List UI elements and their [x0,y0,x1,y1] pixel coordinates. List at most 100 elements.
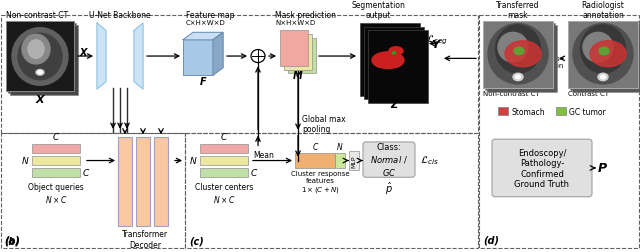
Ellipse shape [36,70,44,76]
Ellipse shape [583,33,613,63]
FancyBboxPatch shape [288,39,316,74]
Text: Y: Y [431,39,439,49]
Text: N: N [337,143,343,152]
Text: N: N [189,156,196,165]
Text: C: C [312,143,317,152]
FancyBboxPatch shape [200,168,248,178]
Text: C: C [221,133,227,141]
Text: C: C [251,168,257,177]
Text: (c): (c) [189,236,204,246]
Ellipse shape [590,42,626,68]
Ellipse shape [580,26,625,74]
Text: Transformer
Decoder: Transformer Decoder [122,229,168,249]
Polygon shape [183,33,223,41]
FancyBboxPatch shape [570,24,640,90]
Text: Global max
pooling: Global max pooling [302,115,346,134]
Text: (a): (a) [4,234,20,244]
Text: Cluster centers
$N\times C$: Cluster centers $N\times C$ [195,182,253,204]
Ellipse shape [392,53,396,54]
Ellipse shape [600,76,605,79]
FancyBboxPatch shape [284,35,312,70]
FancyBboxPatch shape [32,168,80,178]
Ellipse shape [515,76,520,79]
Ellipse shape [514,48,524,55]
Ellipse shape [513,74,523,81]
Ellipse shape [488,24,548,85]
Text: $\mathcal{L}_{cls}$: $\mathcal{L}_{cls}$ [420,154,439,166]
FancyBboxPatch shape [568,22,638,89]
Ellipse shape [498,33,528,63]
Text: Non-contrast CT: Non-contrast CT [6,11,68,20]
Text: Class:
$\it{Normal}$ /
$\it{GC}$: Class: $\it{Normal}$ / $\it{GC}$ [370,143,408,177]
FancyBboxPatch shape [32,144,80,153]
Text: Object queries
$N\times C$: Object queries $N\times C$ [28,182,84,204]
Ellipse shape [28,41,44,59]
Text: MLP: MLP [351,155,356,167]
Text: Regis-
tration: Regis- tration [541,55,564,68]
Text: U-Net Backbone: U-Net Backbone [89,11,151,20]
Polygon shape [213,33,223,76]
Ellipse shape [22,35,50,65]
Text: Contrast CT: Contrast CT [568,90,609,97]
Bar [498,107,508,116]
Ellipse shape [18,34,62,80]
FancyBboxPatch shape [136,138,150,226]
FancyBboxPatch shape [32,156,80,166]
FancyBboxPatch shape [154,138,168,226]
Text: Segmentation
output: Segmentation output [351,1,405,20]
Text: Radiologist
annotation: Radiologist annotation [582,1,625,20]
FancyBboxPatch shape [368,32,428,104]
Text: Stomach: Stomach [511,107,545,116]
Text: C: C [83,168,89,177]
Bar [556,107,566,116]
Text: Non-contrast CT: Non-contrast CT [483,90,540,97]
FancyBboxPatch shape [364,28,424,100]
FancyBboxPatch shape [572,26,640,92]
Text: Cluster response
features
$1\times(C+N)$: Cluster response features $1\times(C+N)$ [291,170,349,194]
Ellipse shape [38,72,42,74]
Text: Endoscopy/
Pathology-
Confirmed
Ground Truth: Endoscopy/ Pathology- Confirmed Ground T… [515,148,570,188]
Text: $\mathcal{L}_{seg}$: $\mathcal{L}_{seg}$ [426,33,448,47]
Text: P: P [598,162,607,175]
Text: M: M [293,71,303,81]
FancyBboxPatch shape [6,22,74,91]
Text: Mean: Mean [253,150,274,159]
FancyBboxPatch shape [483,22,553,89]
FancyBboxPatch shape [492,140,592,197]
Text: $\hat{p}$: $\hat{p}$ [385,180,393,197]
Text: Z: Z [390,100,397,110]
FancyBboxPatch shape [483,22,553,89]
Text: GC tumor: GC tumor [569,107,605,116]
FancyBboxPatch shape [8,24,76,93]
FancyBboxPatch shape [483,22,553,89]
Ellipse shape [599,48,609,55]
FancyBboxPatch shape [349,152,359,170]
Text: C: C [53,133,59,141]
FancyBboxPatch shape [118,138,132,226]
Text: X: X [79,48,87,58]
FancyBboxPatch shape [487,26,557,92]
FancyBboxPatch shape [200,144,248,153]
FancyBboxPatch shape [6,22,74,91]
Text: (b): (b) [4,236,20,246]
Ellipse shape [573,24,633,85]
Ellipse shape [372,53,404,69]
Text: (d): (d) [483,234,499,244]
Text: Mask prediction: Mask prediction [275,11,336,20]
FancyBboxPatch shape [200,156,248,166]
Text: N×H×W×D: N×H×W×D [275,20,316,26]
Polygon shape [134,24,143,90]
FancyBboxPatch shape [10,26,78,95]
Ellipse shape [598,74,608,81]
FancyBboxPatch shape [280,32,308,67]
FancyBboxPatch shape [363,142,415,178]
Text: Feature map: Feature map [186,11,234,20]
FancyBboxPatch shape [183,41,213,76]
FancyBboxPatch shape [335,153,345,168]
Polygon shape [97,24,106,90]
Ellipse shape [389,48,403,56]
Ellipse shape [12,28,68,86]
Text: Transferred
mask: Transferred mask [496,1,540,20]
FancyBboxPatch shape [360,24,420,96]
FancyBboxPatch shape [568,22,638,89]
